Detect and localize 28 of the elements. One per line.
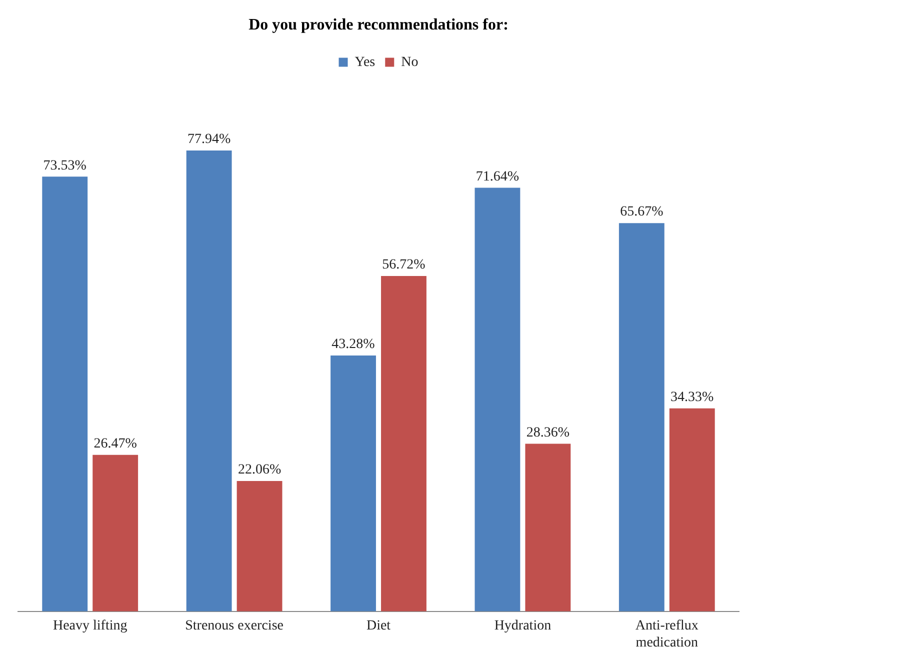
bar — [186, 150, 232, 612]
x-tick-label: Anti-reflux medication — [635, 618, 698, 650]
bar — [92, 454, 138, 612]
x-tick-label: Strenous exercise — [185, 618, 284, 634]
data-label: 26.47% — [94, 436, 138, 452]
data-label: 43.28% — [332, 337, 376, 352]
bar — [42, 176, 88, 612]
bar — [525, 444, 571, 612]
bar — [618, 223, 664, 612]
data-label: 71.64% — [476, 169, 520, 184]
chart-title: Do you provide recommendations for: — [248, 16, 508, 34]
bar — [236, 480, 282, 612]
x-tick-label: Diet — [366, 618, 391, 634]
bar — [381, 276, 426, 612]
legend-label: Yes — [354, 54, 376, 70]
x-tick-label: Heavy lifting — [52, 618, 128, 634]
bar — [669, 408, 715, 612]
data-label: 73.53% — [43, 158, 87, 174]
bar — [474, 188, 520, 612]
data-label: 34.33% — [670, 390, 714, 406]
legend-label: No — [401, 54, 418, 70]
data-label: 65.67% — [620, 204, 664, 220]
data-label: 22.06% — [238, 462, 282, 478]
data-label: 28.36% — [526, 425, 570, 440]
bar — [330, 355, 376, 612]
data-label: 77.94% — [187, 132, 231, 148]
data-label: 56.72% — [382, 258, 426, 273]
x-tick-label: Hydration — [494, 618, 552, 634]
